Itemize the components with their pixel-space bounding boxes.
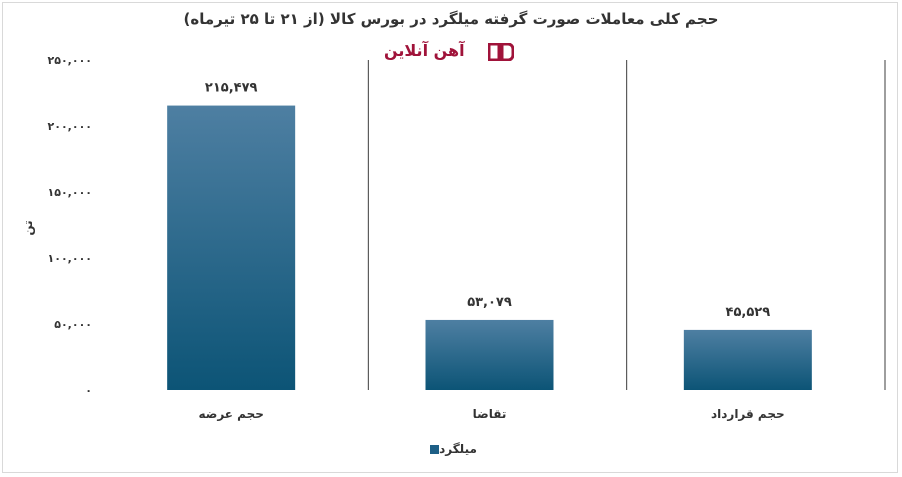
data-label: ۲۱۵,۴۷۹ [205, 81, 258, 96]
brand-logo: آهن آنلاین [384, 40, 516, 64]
category-label: حجم عرضه [198, 407, 263, 421]
bar [167, 105, 296, 390]
legend-label: میلگرد [439, 442, 477, 456]
data-label: ۴۵,۵۲۹ [726, 305, 771, 320]
y-axis-label: تن [21, 220, 35, 235]
y-tick-label: ۱۵۰,۰۰۰ [48, 186, 92, 199]
y-tick-label: ۲۰۰,۰۰۰ [48, 120, 92, 133]
legend: میلگرد [0, 442, 902, 456]
brand-logo-icon [488, 43, 514, 61]
y-tick-label: ۱۰۰,۰۰۰ [48, 252, 92, 265]
y-tick-label: ۲۵۰,۰۰۰ [48, 54, 92, 67]
category-label: تقاضا [473, 407, 507, 421]
legend-swatch [430, 445, 440, 454]
bar [683, 329, 812, 390]
y-tick-label: ۰ [85, 384, 92, 397]
data-label: ۵۳,۰۷۹ [467, 295, 512, 310]
bar [425, 319, 554, 390]
y-tick-label: ۵۰,۰۰۰ [54, 318, 92, 331]
brand-logo-text: آهن آنلاین [384, 41, 465, 60]
chart-title: حجم کلی معاملات صورت گرفته میلگرد در بور… [183, 10, 719, 28]
category-label: حجم قرارداد [711, 407, 785, 421]
